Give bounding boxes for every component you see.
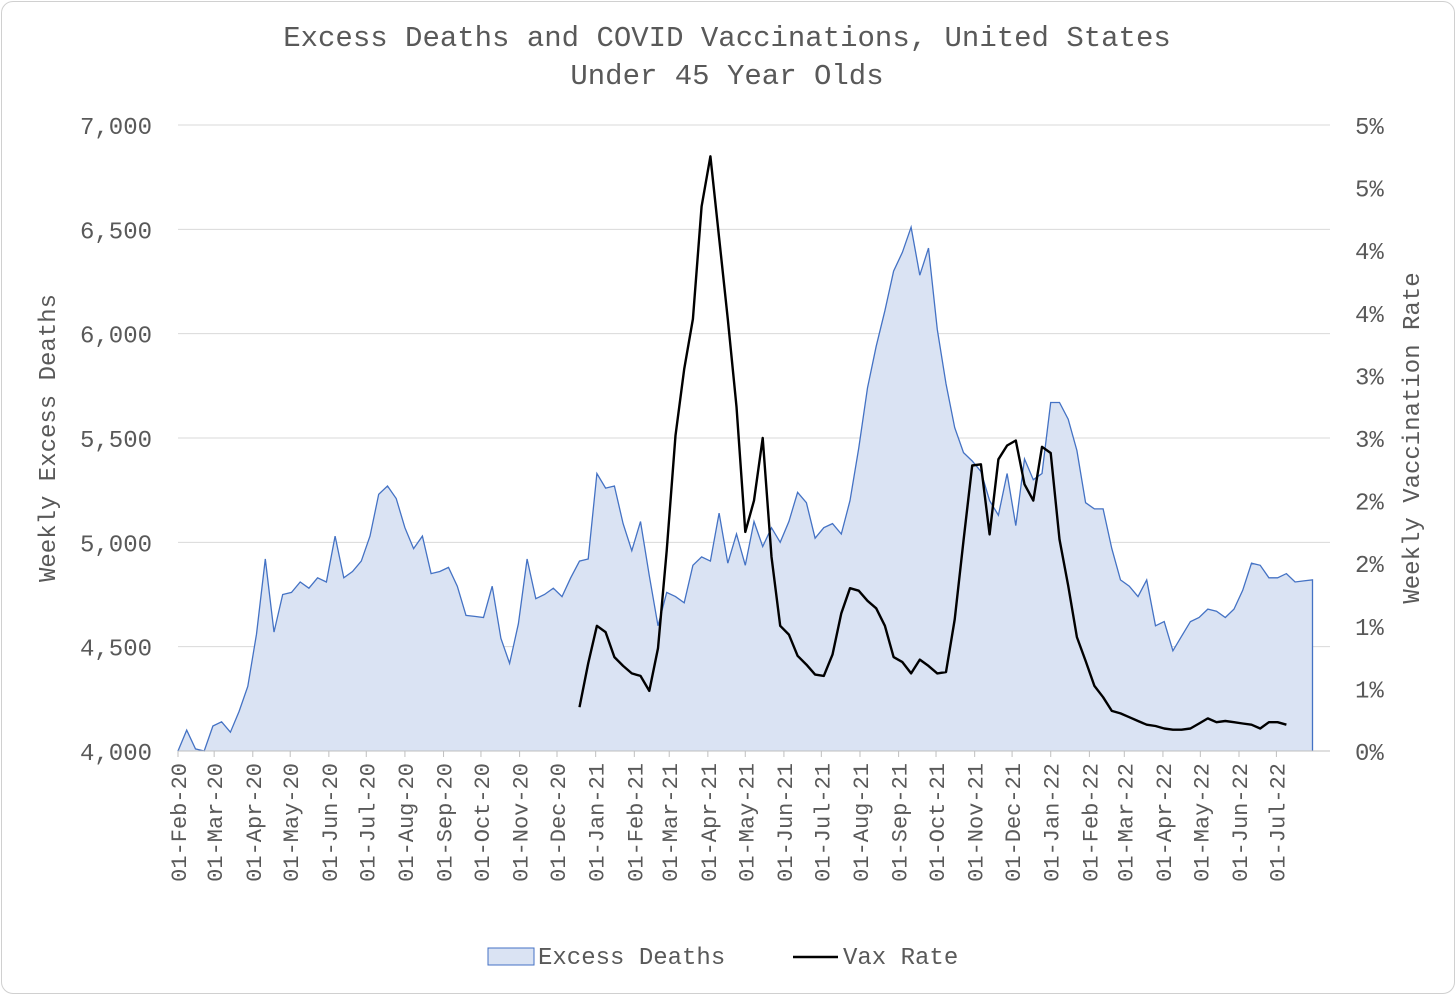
left-tick-label: 6,500 (80, 219, 152, 246)
excess-deaths-line (177, 224, 1314, 752)
right-tick-label: 2% (1355, 491, 1384, 518)
x-tick-label: 01-Jan-22 (1041, 763, 1066, 882)
left-tick-label: 5,000 (80, 532, 152, 559)
left-axis-label: Weekly Excess Deaths (36, 294, 63, 582)
x-tick-label: 01-Feb-22 (1079, 763, 1104, 882)
x-tick-label: 01-May-21 (735, 763, 760, 882)
x-tick-label: 01-Jun-22 (1229, 763, 1254, 882)
right-tick-label: 1% (1355, 616, 1384, 643)
x-tick-label: 01-Jul-22 (1266, 763, 1291, 882)
x-tick-label: 01-Jul-20 (356, 763, 381, 882)
chart-title: Excess Deaths and COVID Vaccinations, Un… (283, 22, 1171, 55)
x-tick-label: 01-Dec-20 (547, 763, 572, 882)
x-tick-label: 01-Sep-21 (889, 763, 914, 882)
x-tick-label: 01-Jul-21 (811, 763, 836, 882)
x-tick-label: 01-May-22 (1190, 763, 1215, 882)
right-tick-label: 4% (1355, 303, 1384, 330)
x-tick-label: 01-Feb-21 (624, 763, 649, 882)
legend-label-vax-rate: Vax Rate (843, 945, 958, 972)
left-tick-label: 4,500 (80, 637, 152, 664)
left-axis: 4,000 4,500 5,000 5,500 6,000 6,500 7,000 (80, 115, 152, 768)
x-tick-label: 01-Jun-21 (774, 763, 799, 882)
legend-swatch-excess-deaths (487, 947, 535, 966)
x-tick-label: 01-Apr-22 (1153, 763, 1178, 882)
x-tick-label: 01-Apr-21 (698, 763, 723, 882)
legend-label-excess-deaths: Excess Deaths (538, 945, 725, 972)
left-tick-label: 5,500 (80, 428, 152, 455)
left-tick-label: 6,000 (80, 324, 152, 351)
x-tick-label: 01-Dec-21 (1002, 763, 1027, 882)
x-axis: 01-Feb-20 01-Mar-20 01-Apr-20 01-May-20 01-J… (168, 750, 1330, 882)
right-tick-label: 0% (1355, 741, 1384, 768)
x-tick-label: 01-Feb-20 (168, 763, 193, 882)
x-tick-label: 01-Oct-20 (471, 763, 496, 882)
right-tick-label: 3% (1355, 365, 1384, 392)
x-tick-label: 01-Mar-21 (659, 763, 684, 882)
right-axis: 0% 1% 1% 2% 2% 3% 3% 4% 4% 5% 5% (1355, 115, 1384, 768)
excess-deaths-area (178, 227, 1313, 751)
x-tick-label: 01-Jan-21 (586, 763, 611, 882)
legend: Excess Deaths Vax Rate (487, 945, 958, 972)
right-tick-label: 5% (1355, 115, 1384, 142)
x-tick-label: 01-Jun-20 (319, 763, 344, 882)
left-tick-label: 7,000 (80, 115, 152, 142)
x-tick-label: 01-Oct-21 (926, 763, 951, 882)
x-tick-label: 01-Nov-21 (965, 763, 990, 882)
x-tick-label: 01-Aug-21 (850, 763, 875, 882)
x-tick-label: 01-Mar-20 (204, 763, 229, 882)
x-tick-label: 01-May-20 (280, 763, 305, 882)
right-tick-label: 4% (1355, 240, 1384, 267)
right-tick-label: 1% (1355, 678, 1384, 705)
right-tick-label: 3% (1355, 428, 1384, 455)
x-tick-label: 01-Apr-20 (243, 763, 268, 882)
vax-rate-line (578, 155, 1287, 731)
left-tick-label: 4,000 (80, 741, 152, 768)
chart-subtitle: Under 45 Year Olds (570, 60, 883, 93)
right-tick-label: 2% (1355, 553, 1384, 580)
x-tick-label: 01-Aug-20 (395, 763, 420, 882)
x-tick-label: 01-Nov-20 (510, 763, 535, 882)
right-tick-label: 5% (1355, 178, 1384, 205)
series-layer (177, 155, 1314, 752)
x-tick-label: 01-Mar-22 (1114, 763, 1139, 882)
right-axis-label: Weekly Vaccination Rate (1400, 272, 1427, 603)
x-tick-label: 01-Sep-20 (434, 763, 459, 882)
